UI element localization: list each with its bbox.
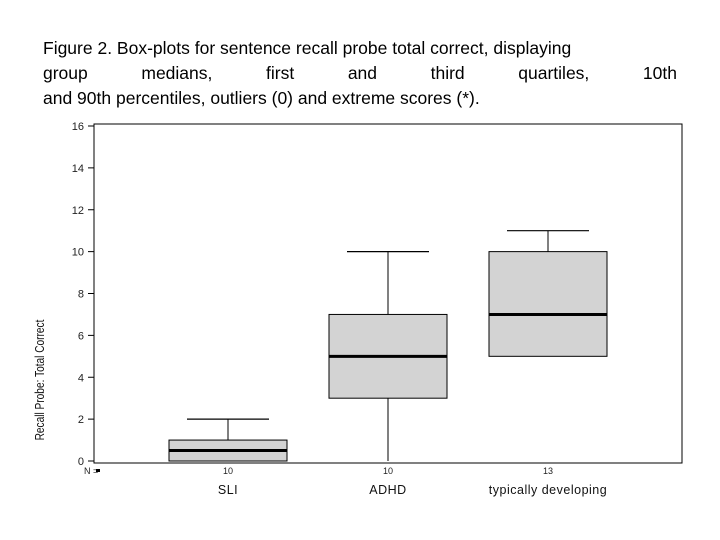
y-tick-label: 14 <box>72 163 84 175</box>
figure-caption: Figure 2. Box-plots for sentence recall … <box>43 36 677 111</box>
y-tick-label: 6 <box>78 330 84 342</box>
category-label: typically developing <box>489 483 607 497</box>
y-tick-label: 2 <box>78 414 84 426</box>
box-series <box>168 230 608 462</box>
box-plot-group <box>328 251 448 461</box>
x-axis-labels: N = 10 SLI 10 ADHD 13 typically developing <box>84 466 607 497</box>
category-label: ADHD <box>369 483 406 497</box>
y-tick-label: 16 <box>72 121 84 133</box>
y-axis-label: Recall Probe: Total Correct <box>33 319 47 440</box>
caption-line-1: Figure 2. Box-plots for sentence recall … <box>43 38 572 58</box>
y-tick-label: 8 <box>78 289 84 301</box>
y-tick-label: 4 <box>78 372 84 384</box>
caption-line-3: and 90th percentiles, outliers (0) and e… <box>43 88 480 108</box>
y-tick-label: 10 <box>72 247 84 259</box>
caption-word: medians, <box>141 63 213 83</box>
box-plot-group <box>488 230 608 357</box>
n-count-label: 10 <box>383 466 393 476</box>
caption-line-2: group medians, first and third quartiles… <box>43 61 677 86</box>
caption-word: group <box>43 63 88 83</box>
y-axis: 0 2 4 6 8 10 12 14 16 <box>72 121 94 468</box>
interquartile-box <box>488 251 608 357</box>
n-prefix-label: N = <box>84 466 98 476</box>
caption-word: and <box>347 63 378 83</box>
category-label: SLI <box>218 483 238 497</box>
y-tick-label: 0 <box>78 456 84 468</box>
caption-word: quartiles, <box>518 63 590 83</box>
caption-word: third <box>430 63 465 83</box>
y-tick-label: 12 <box>72 205 84 217</box>
caption-word: first <box>266 63 295 83</box>
n-marker <box>96 469 100 472</box>
caption-word: 10th <box>642 63 677 83</box>
n-count-label: 10 <box>223 466 233 476</box>
box-plot-group <box>168 418 288 462</box>
n-count-label: 13 <box>543 466 553 476</box>
